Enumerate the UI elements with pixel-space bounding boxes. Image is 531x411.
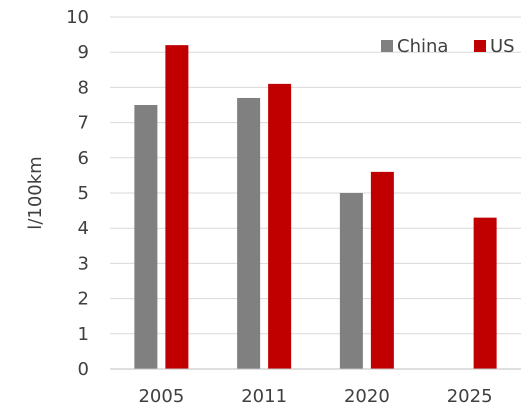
x-tick-labels: 2005 2011 2020 2025 [138,386,492,407]
legend: China US [381,36,515,57]
bar-us-2011 [268,84,291,369]
y-tick-label: 1 [78,324,89,345]
y-tick-label: 7 [78,113,89,134]
legend-label-china: China [397,36,448,57]
y-tick-label: 5 [78,183,89,204]
y-axis-title: l/100km [25,156,46,229]
y-tick-label: 3 [78,253,89,274]
x-tick-label: 2025 [447,386,493,407]
y-tick-label: 9 [78,42,89,63]
y-tick-label: 8 [78,77,89,98]
y-tick-label: 2 [78,289,89,310]
bars [134,45,496,369]
bar-us-2025 [474,218,497,369]
y-tick-labels: 0 1 2 3 4 5 6 7 8 9 10 [66,7,89,380]
bar-china-2020 [340,193,363,369]
bar-us-2020 [371,172,394,369]
y-tick-label: 6 [78,148,89,169]
y-tick-label: 0 [78,359,89,380]
bar-us-2005 [165,45,188,369]
x-tick-label: 2020 [344,386,390,407]
legend-swatch-china [381,40,393,52]
legend-label-us: US [490,36,515,57]
y-tick-label: 10 [66,7,89,28]
x-tick-label: 2005 [138,386,184,407]
legend-swatch-us [474,40,486,52]
x-tick-label: 2011 [241,386,287,407]
y-tick-label: 4 [78,218,89,239]
bar-china-2011 [237,98,260,369]
bar-china-2005 [134,105,157,369]
